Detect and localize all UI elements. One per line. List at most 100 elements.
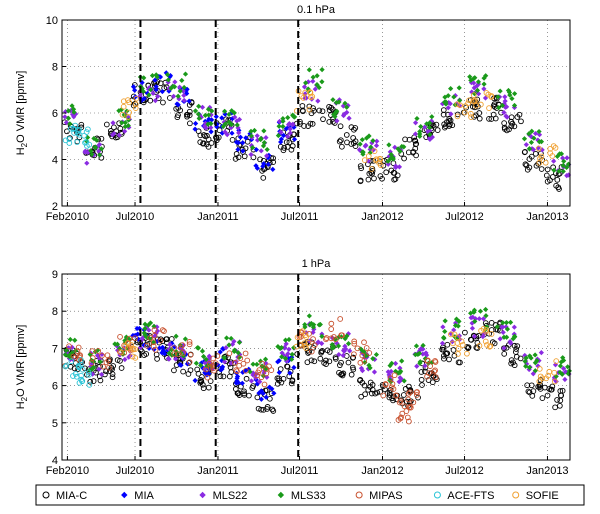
mia-c-point: [413, 152, 419, 159]
mls33-point: [202, 112, 208, 118]
mls33-point: [501, 334, 507, 340]
mls22-point: [208, 125, 214, 131]
mls22-point: [221, 359, 228, 365]
mls33-point: [445, 93, 451, 99]
mls22-point: [84, 160, 90, 166]
mls33-point: [149, 73, 156, 79]
mia-c-point: [434, 127, 441, 133]
mls33-point: [554, 153, 560, 160]
mia-c-point: [274, 375, 281, 382]
mipas-point: [389, 381, 396, 387]
mipas-point: [427, 363, 434, 369]
mls33-point: [196, 115, 202, 122]
sofie-point: [552, 378, 558, 385]
mls33-point: [373, 351, 380, 358]
mls22-point: [445, 105, 451, 111]
mls22-point: [539, 147, 545, 153]
ace-fts-point: [68, 358, 75, 365]
mia-c-point: [539, 395, 546, 401]
mia-c-point: [200, 140, 206, 147]
mls33-point: [65, 353, 72, 359]
mls33-point: [527, 146, 533, 152]
mls22-point: [96, 366, 102, 372]
ace-fts-point: [81, 132, 87, 139]
mls33-point: [262, 356, 269, 362]
mls22-point: [358, 365, 365, 371]
mia-c-point: [377, 173, 384, 179]
mia-c-point: [336, 138, 343, 145]
mls33-point: [504, 326, 511, 332]
sofie-point: [486, 343, 493, 350]
mls33-point: [192, 108, 199, 114]
mls33-point: [497, 88, 503, 94]
mls22-point: [563, 369, 569, 375]
mls33-point: [335, 343, 342, 349]
mia-point: [165, 348, 171, 354]
mls33-point: [234, 122, 240, 128]
mia-c-point: [524, 382, 531, 389]
mls33-point: [453, 316, 460, 322]
mls33-point: [141, 330, 147, 336]
mipas-point: [70, 353, 77, 360]
legend-item-ace-fts: ACE-FTS: [433, 490, 494, 502]
mls22-point: [511, 324, 517, 330]
mipas-point: [74, 348, 81, 354]
mls33-point: [336, 99, 342, 105]
mia-c-point: [348, 124, 355, 130]
sofie-point: [553, 358, 560, 364]
mls33-point: [98, 146, 104, 152]
mls33-point: [97, 152, 103, 158]
grid: [62, 19, 570, 207]
sofie-point: [538, 153, 545, 160]
mia-point: [243, 135, 249, 141]
mia-c-point: [280, 147, 287, 154]
mia-c-point: [311, 358, 318, 365]
mls22-point: [122, 356, 128, 363]
mipas-point: [359, 352, 366, 359]
mls22-point: [387, 149, 393, 155]
mia-c-point: [443, 350, 449, 357]
mls22-point: [285, 133, 291, 140]
mia-c-point: [472, 104, 478, 111]
mipas-point: [323, 335, 330, 341]
mls33-point: [529, 128, 535, 134]
mipas-point: [147, 334, 154, 341]
legend-marker: [512, 491, 520, 499]
mia-c-point: [195, 128, 202, 135]
mia-c-point: [338, 137, 344, 144]
mls22-point: [501, 345, 507, 351]
sofie-point: [468, 114, 474, 120]
mia-c-point: [264, 404, 271, 410]
mipas-point: [311, 342, 318, 349]
mia-c-point: [366, 170, 373, 177]
mls22-point: [470, 314, 476, 320]
mls33-point: [509, 95, 515, 102]
mls22-point: [287, 130, 293, 136]
mls33-point: [483, 313, 489, 319]
mia-c-point: [260, 175, 267, 181]
mipas-point: [243, 367, 249, 374]
mls33-point: [150, 339, 157, 345]
mia-c-point: [535, 160, 542, 167]
mia-c-point: [337, 123, 344, 130]
mipas-point: [387, 375, 394, 382]
mia-c-point: [174, 114, 181, 121]
mia-c-point: [187, 367, 194, 374]
series-ace-fts: [62, 357, 93, 388]
mia-point: [206, 371, 212, 377]
mia-point: [159, 88, 165, 95]
mls33-point: [441, 334, 447, 341]
mipas-point: [206, 360, 213, 367]
mls33-point: [258, 135, 264, 142]
mls33-point: [503, 320, 510, 326]
mls22-point: [553, 378, 559, 385]
mls22-point: [95, 353, 101, 360]
mls33-point: [505, 87, 512, 94]
mipas-point: [363, 345, 370, 351]
mia-point: [157, 74, 164, 80]
mia-point: [260, 163, 266, 169]
mls33-point: [334, 108, 340, 114]
mia-c-point: [352, 125, 359, 131]
ace-fts-point: [74, 130, 81, 137]
mls33-point: [360, 349, 366, 355]
